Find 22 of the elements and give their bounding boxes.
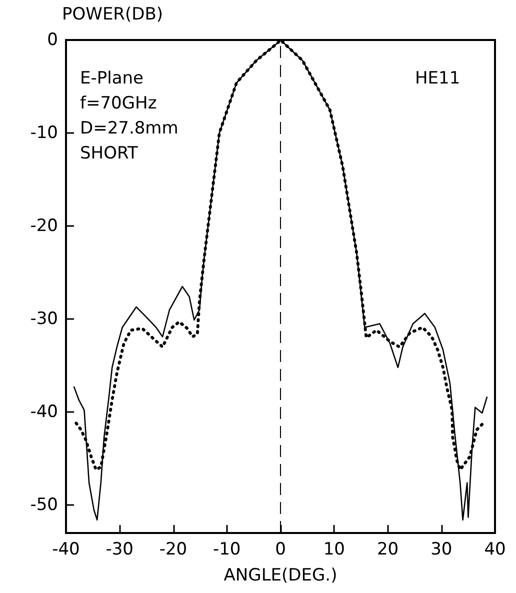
x-tick-label: -20 bbox=[159, 540, 188, 560]
x-tick-label: 30 bbox=[430, 540, 452, 560]
y-tick-label: -10 bbox=[30, 123, 58, 144]
x-axis-title: ANGLE(DEG.) bbox=[224, 566, 338, 586]
x-tick-label: 0 bbox=[275, 540, 286, 560]
y-tick-label: -50 bbox=[30, 495, 58, 516]
annotation: SHORT bbox=[80, 144, 139, 164]
annotation: D=27.8mm bbox=[80, 118, 178, 138]
y-tick-label: -30 bbox=[30, 309, 58, 330]
x-tick-label: 20 bbox=[376, 540, 399, 560]
annotation: E-Plane bbox=[80, 68, 144, 88]
annotation: HE11 bbox=[415, 68, 460, 88]
y-tick-label: -40 bbox=[30, 402, 58, 422]
y-tick-label: -20 bbox=[30, 216, 58, 236]
y-axis-title: POWER(DB) bbox=[62, 4, 164, 24]
y-tick-label: 0 bbox=[47, 30, 58, 50]
x-tick-label: 40 bbox=[484, 540, 506, 560]
x-tick-label: -30 bbox=[106, 540, 134, 560]
x-tick-label: 10 bbox=[323, 540, 345, 560]
x-tick-label: -40 bbox=[52, 540, 80, 560]
x-tick-label: -10 bbox=[212, 540, 241, 560]
annotation: f=70GHz bbox=[80, 94, 157, 114]
